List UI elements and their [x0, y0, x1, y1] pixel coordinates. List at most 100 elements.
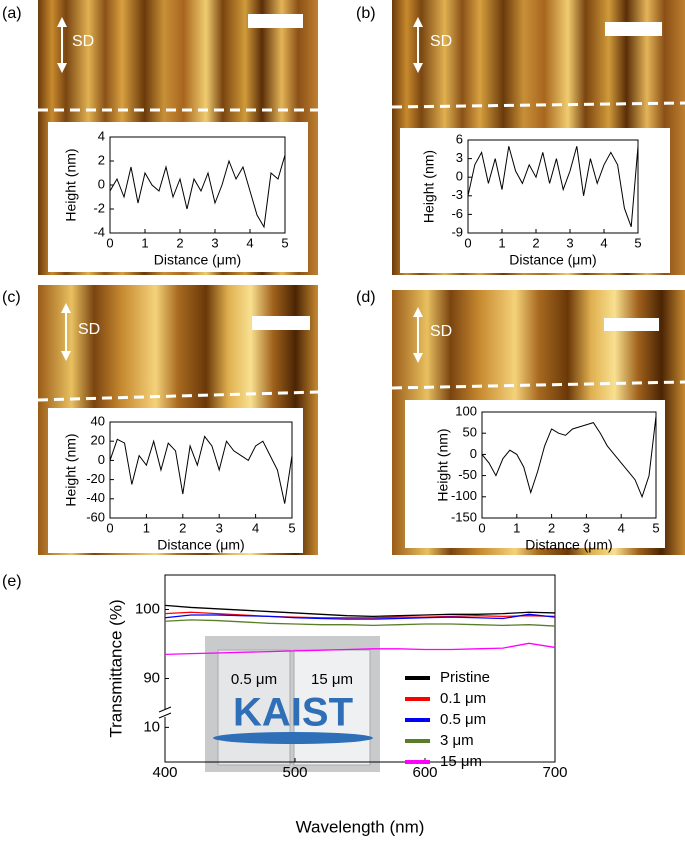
x-tick-label: 500: [282, 764, 307, 781]
y-tick-label: 100: [135, 600, 160, 617]
y-tick-label: 10: [143, 718, 160, 735]
x-tick-label: 1: [498, 235, 505, 250]
scale-bar: [604, 318, 659, 331]
y-tick-label: -20: [86, 471, 105, 486]
x-tick-label: 5: [652, 520, 659, 535]
y-axis-label: Height (nm): [435, 428, 451, 501]
y-tick-label: 4: [98, 128, 105, 143]
data-line: [109, 435, 293, 504]
inset-box: [400, 128, 670, 273]
x-tick-label: 1: [143, 520, 150, 535]
inset-box: [48, 122, 308, 272]
x-tick-label: 5: [634, 235, 641, 250]
data-line: [164, 642, 556, 655]
x-tick-label: 3: [566, 235, 573, 250]
x-tick-label: 1: [141, 235, 148, 250]
scale-bar: [248, 14, 303, 28]
data-line: [164, 611, 556, 619]
sd-label: SD: [72, 33, 94, 50]
y-tick-label: -3: [451, 187, 463, 202]
x-tick-label: 5: [281, 235, 288, 250]
x-tick-label: 4: [246, 235, 253, 250]
sd-arrows: [57, 17, 423, 363]
x-tick-label: 3: [216, 520, 223, 535]
photo-label: 0.5 μm: [231, 671, 277, 688]
scale-bar: [252, 316, 310, 330]
axis-break: [158, 706, 172, 713]
y-tick-label: -100: [451, 488, 477, 503]
scale-bar: [605, 22, 662, 36]
x-tick-label: 600: [412, 764, 437, 781]
panel-label: (e): [2, 573, 22, 590]
y-tick-label: 90: [143, 669, 160, 686]
x-axis-label: Distance (μm): [154, 252, 241, 268]
x-tick-label: 0: [106, 235, 113, 250]
y-tick-label: 6: [456, 131, 463, 146]
x-tick-label: 2: [548, 520, 555, 535]
y-axis-label: Height (nm): [421, 150, 437, 223]
inset-box: [48, 408, 303, 553]
x-tick-label: 0: [478, 520, 485, 535]
y-tick-label: -150: [451, 509, 477, 524]
sd-label: SD: [430, 323, 452, 340]
photo-film: [293, 649, 371, 766]
y-tick-label: 50: [463, 425, 477, 440]
plot-frame: [164, 574, 556, 763]
photo-label: 15 μm: [311, 671, 353, 688]
legend-label: 15 μm: [440, 753, 482, 770]
x-tick-label: 3: [211, 235, 218, 250]
panel-label: (c): [2, 289, 21, 306]
y-tick-label: -50: [458, 467, 477, 482]
panel-label: (d): [356, 289, 376, 306]
y-tick-label: 0: [456, 169, 463, 184]
data-line: [164, 619, 556, 627]
photo-film: [217, 649, 291, 766]
y-tick-label: 0: [98, 176, 105, 191]
sd-label: SD: [430, 33, 452, 50]
plot-frame: [481, 411, 657, 519]
y-tick-label: -6: [451, 206, 463, 221]
legend-label: 0.5 μm: [440, 711, 486, 728]
x-axis-label: Distance (μm): [157, 537, 244, 553]
photo-logo-swoosh: [213, 732, 373, 744]
y-tick-label: 40: [91, 413, 105, 428]
y-tick-label: 100: [455, 403, 477, 418]
x-tick-label: 4: [252, 520, 259, 535]
data-line: [481, 416, 657, 499]
x-tick-label: 3: [583, 520, 590, 535]
x-tick-label: 4: [618, 520, 625, 535]
x-tick-label: 5: [288, 520, 295, 535]
axis-break: [158, 712, 172, 719]
x-axis-label: Wavelength (nm): [296, 817, 425, 836]
photo-logo: KAIST: [233, 691, 353, 735]
data-line: [109, 154, 286, 229]
y-tick-label: -9: [451, 224, 463, 239]
x-axis-label: Distance (μm): [525, 537, 612, 553]
axis-break-gap: [159, 709, 171, 717]
legend-label: 0.1 μm: [440, 690, 486, 707]
x-tick-label: 2: [176, 235, 183, 250]
y-tick-label: -4: [93, 224, 105, 239]
x-tick-label: 0: [464, 235, 471, 250]
y-tick-label: -40: [86, 490, 105, 505]
sd-label: SD: [78, 321, 100, 338]
y-tick-label: 20: [91, 433, 105, 448]
x-tick-label: 700: [542, 764, 567, 781]
data-line: [164, 613, 556, 620]
y-tick-label: -60: [86, 509, 105, 524]
y-tick-label: 2: [98, 152, 105, 167]
x-tick-label: 2: [532, 235, 539, 250]
y-tick-label: 0: [470, 446, 477, 461]
data-line: [467, 146, 639, 227]
y-axis-label: Transmittance (%): [106, 599, 125, 737]
x-tick-label: 2: [179, 520, 186, 535]
legend-label: Pristine: [440, 669, 490, 686]
x-tick-label: 1: [513, 520, 520, 535]
y-axis-label: Height (nm): [63, 433, 79, 506]
legend-label: 3 μm: [440, 732, 474, 749]
panel-label: (a): [2, 5, 22, 22]
x-tick-label: 4: [600, 235, 607, 250]
y-tick-label: -2: [93, 200, 105, 215]
x-axis-label: Distance (μm): [509, 252, 596, 268]
